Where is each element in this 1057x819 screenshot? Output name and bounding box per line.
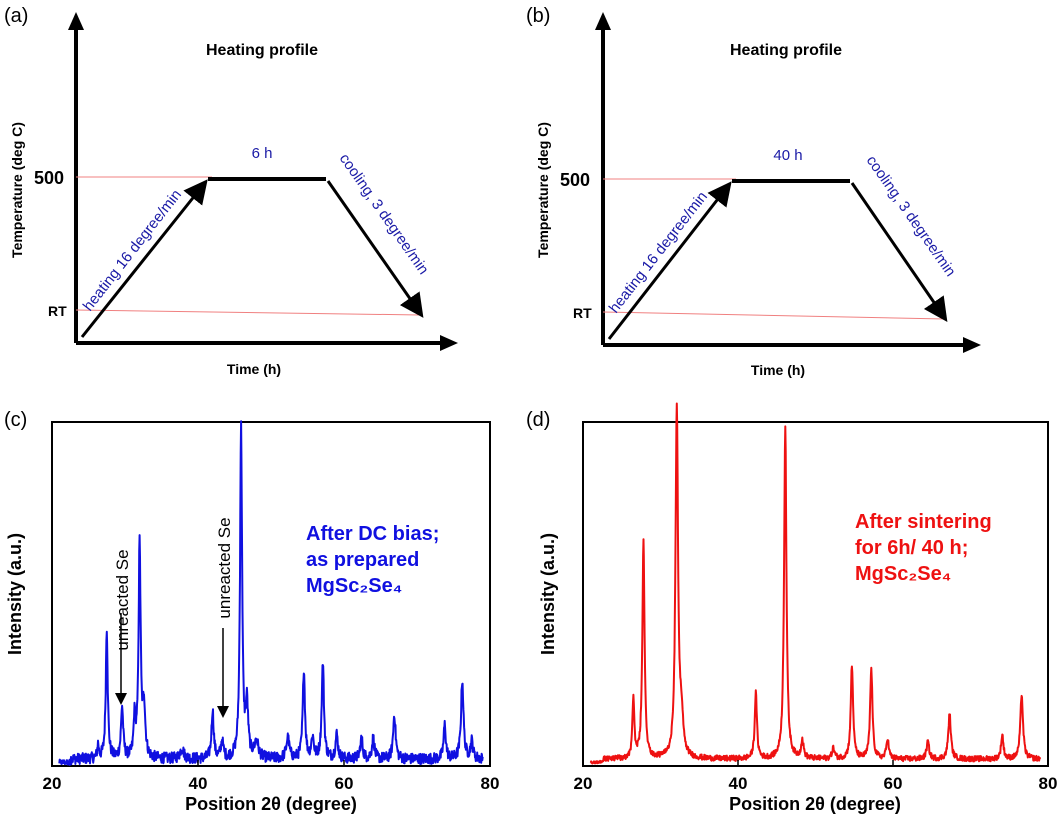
panel-a-tick-rt: RT	[48, 303, 67, 319]
panel-b-y-axis-arrowhead	[595, 12, 611, 30]
panel-c-x-tick-label: 60	[335, 774, 354, 793]
panel-d-x-ticks: 20 40 60 80	[574, 760, 1057, 793]
panel-d-x-tick-label: 60	[884, 774, 903, 793]
panel-b-cooling-label: cooling, 3 degree/min	[863, 153, 959, 280]
panel-a-y-axis-arrowhead	[68, 12, 84, 30]
panel-d-x-tick-label: 20	[574, 774, 593, 793]
panel-d-legend-line-2: for 6h/ 40 h;	[855, 537, 968, 559]
panel-c-x-tick-label: 80	[481, 774, 500, 793]
panel-b-x-axis-arrowhead	[963, 337, 981, 353]
panel-b-label: (b)	[526, 5, 550, 27]
panel-b-hold-label: 40 h	[773, 147, 802, 164]
panel-a-x-label: Time (h)	[227, 361, 281, 377]
panel-c-legend-line-2: as prepared	[306, 549, 419, 571]
panel-d-x-tick-label: 80	[1039, 774, 1057, 793]
panel-b-y-label: Temperature (deg C)	[535, 122, 551, 258]
panel-c-label: (c)	[4, 409, 27, 431]
panel-c-x-tick-label: 40	[189, 774, 208, 793]
panel-a-cooling-arrow	[326, 180, 424, 318]
panel-a-hold-label: 6 h	[252, 145, 273, 162]
panel-d-legend-line-1: After sintering	[855, 511, 992, 533]
panel-c-y-label: Intensity (a.u.)	[5, 533, 25, 655]
panel-c-annotation-se-1: unreacted Se	[113, 549, 132, 650]
panel-d-x-tick-label: 40	[729, 774, 748, 793]
panel-b-heating-label: heating 16 degree/min	[606, 188, 711, 316]
panel-c-series-line	[58, 420, 484, 766]
panel-b-cooling-arrow	[850, 182, 948, 322]
panel-b-heating-arrow	[607, 181, 732, 340]
panel-c-annotation-se-2: unreacted Se	[215, 517, 234, 618]
panel-b-rt-guide	[602, 311, 946, 320]
panel-c-plot-frame	[51, 421, 491, 767]
panel-b-tick-rt: RT	[573, 305, 592, 321]
panel-a-x-axis-arrowhead	[440, 335, 458, 351]
panel-c: (c) 20 40 60 80 Position 2θ (degree) Intens…	[4, 409, 499, 814]
panel-a-heating-label: heating 16 degree/min	[80, 186, 185, 314]
panel-a: (a) Heating profile Time (h) Temperature…	[4, 5, 458, 377]
panel-c-x-tick-label: 20	[43, 774, 62, 793]
panel-b-title: Heating profile	[730, 42, 842, 59]
panel-d-series-line	[589, 402, 1042, 765]
panel-b-x-label: Time (h)	[751, 362, 805, 378]
panel-b: (b) Heating profile Time (h) Temperature…	[526, 5, 981, 378]
panel-d-x-label: Position 2θ (degree)	[729, 794, 901, 814]
panel-a-y-label: Temperature (deg C)	[9, 122, 25, 258]
panel-d-legend-line-3: MgSc₂Se₄	[855, 563, 951, 585]
panel-d-plot-frame	[582, 421, 1049, 767]
panel-a-rt-guide	[75, 309, 421, 316]
panel-c-legend-line-3: MgSc₂Se₄	[306, 575, 402, 597]
panel-b-tick-500: 500	[560, 170, 590, 190]
panel-d-label: (d)	[526, 409, 550, 431]
panel-c-legend-line-1: After DC bias;	[306, 523, 439, 545]
panel-d: (d) 20 40 60 80 Position 2θ (degree) Intens…	[526, 402, 1057, 814]
panel-c-x-ticks: 20 40 60 80	[43, 760, 500, 793]
panel-a-heating-arrow	[80, 179, 208, 338]
panel-c-x-label: Position 2θ (degree)	[185, 794, 357, 814]
panel-a-label: (a)	[4, 5, 28, 27]
panel-a-title: Heating profile	[206, 42, 318, 59]
panel-a-tick-500: 500	[34, 168, 64, 188]
panel-d-y-label: Intensity (a.u.)	[538, 533, 558, 655]
